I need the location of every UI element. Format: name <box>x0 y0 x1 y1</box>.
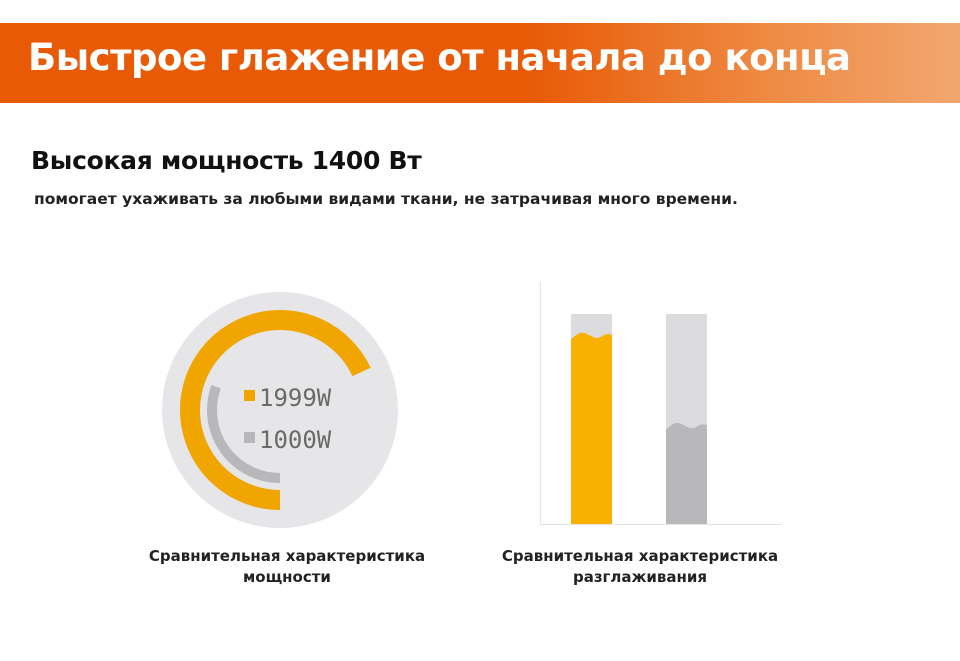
power-arc-1999w <box>180 310 371 510</box>
caption-line-1: Сравнительная характеристика <box>501 547 779 565</box>
bar-2-fill <box>666 422 707 524</box>
smoothing-chart-caption: Сравнительная характеристика разглаживан… <box>470 546 810 588</box>
power-chart-caption: Сравнительная характеристика мощности <box>117 546 457 588</box>
legend-label-1000w: 1000W <box>259 426 332 454</box>
subheadline: помогает ухаживать за любыми видами ткан… <box>34 190 738 208</box>
headline: Высокая мощность 1400 Вт <box>31 146 422 175</box>
title-banner: Быстрое глажение от начала до конца <box>0 23 960 103</box>
caption-line-2: разглаживания <box>572 568 708 586</box>
bar-1-fill <box>571 332 612 524</box>
smoothing-comparison-chart <box>540 282 782 525</box>
caption-line-1: Сравнительная характеристика <box>148 547 426 565</box>
power-arc-1000w <box>207 385 281 483</box>
caption-line-2: мощности <box>243 568 331 586</box>
legend-label-1999w: 1999W <box>259 384 332 412</box>
legend-swatch-1000w <box>244 432 255 443</box>
banner-title: Быстрое глажение от начала до конца <box>28 36 851 79</box>
power-comparison-chart: 1999W 1000W <box>162 292 398 528</box>
legend-swatch-1999w <box>244 390 255 401</box>
